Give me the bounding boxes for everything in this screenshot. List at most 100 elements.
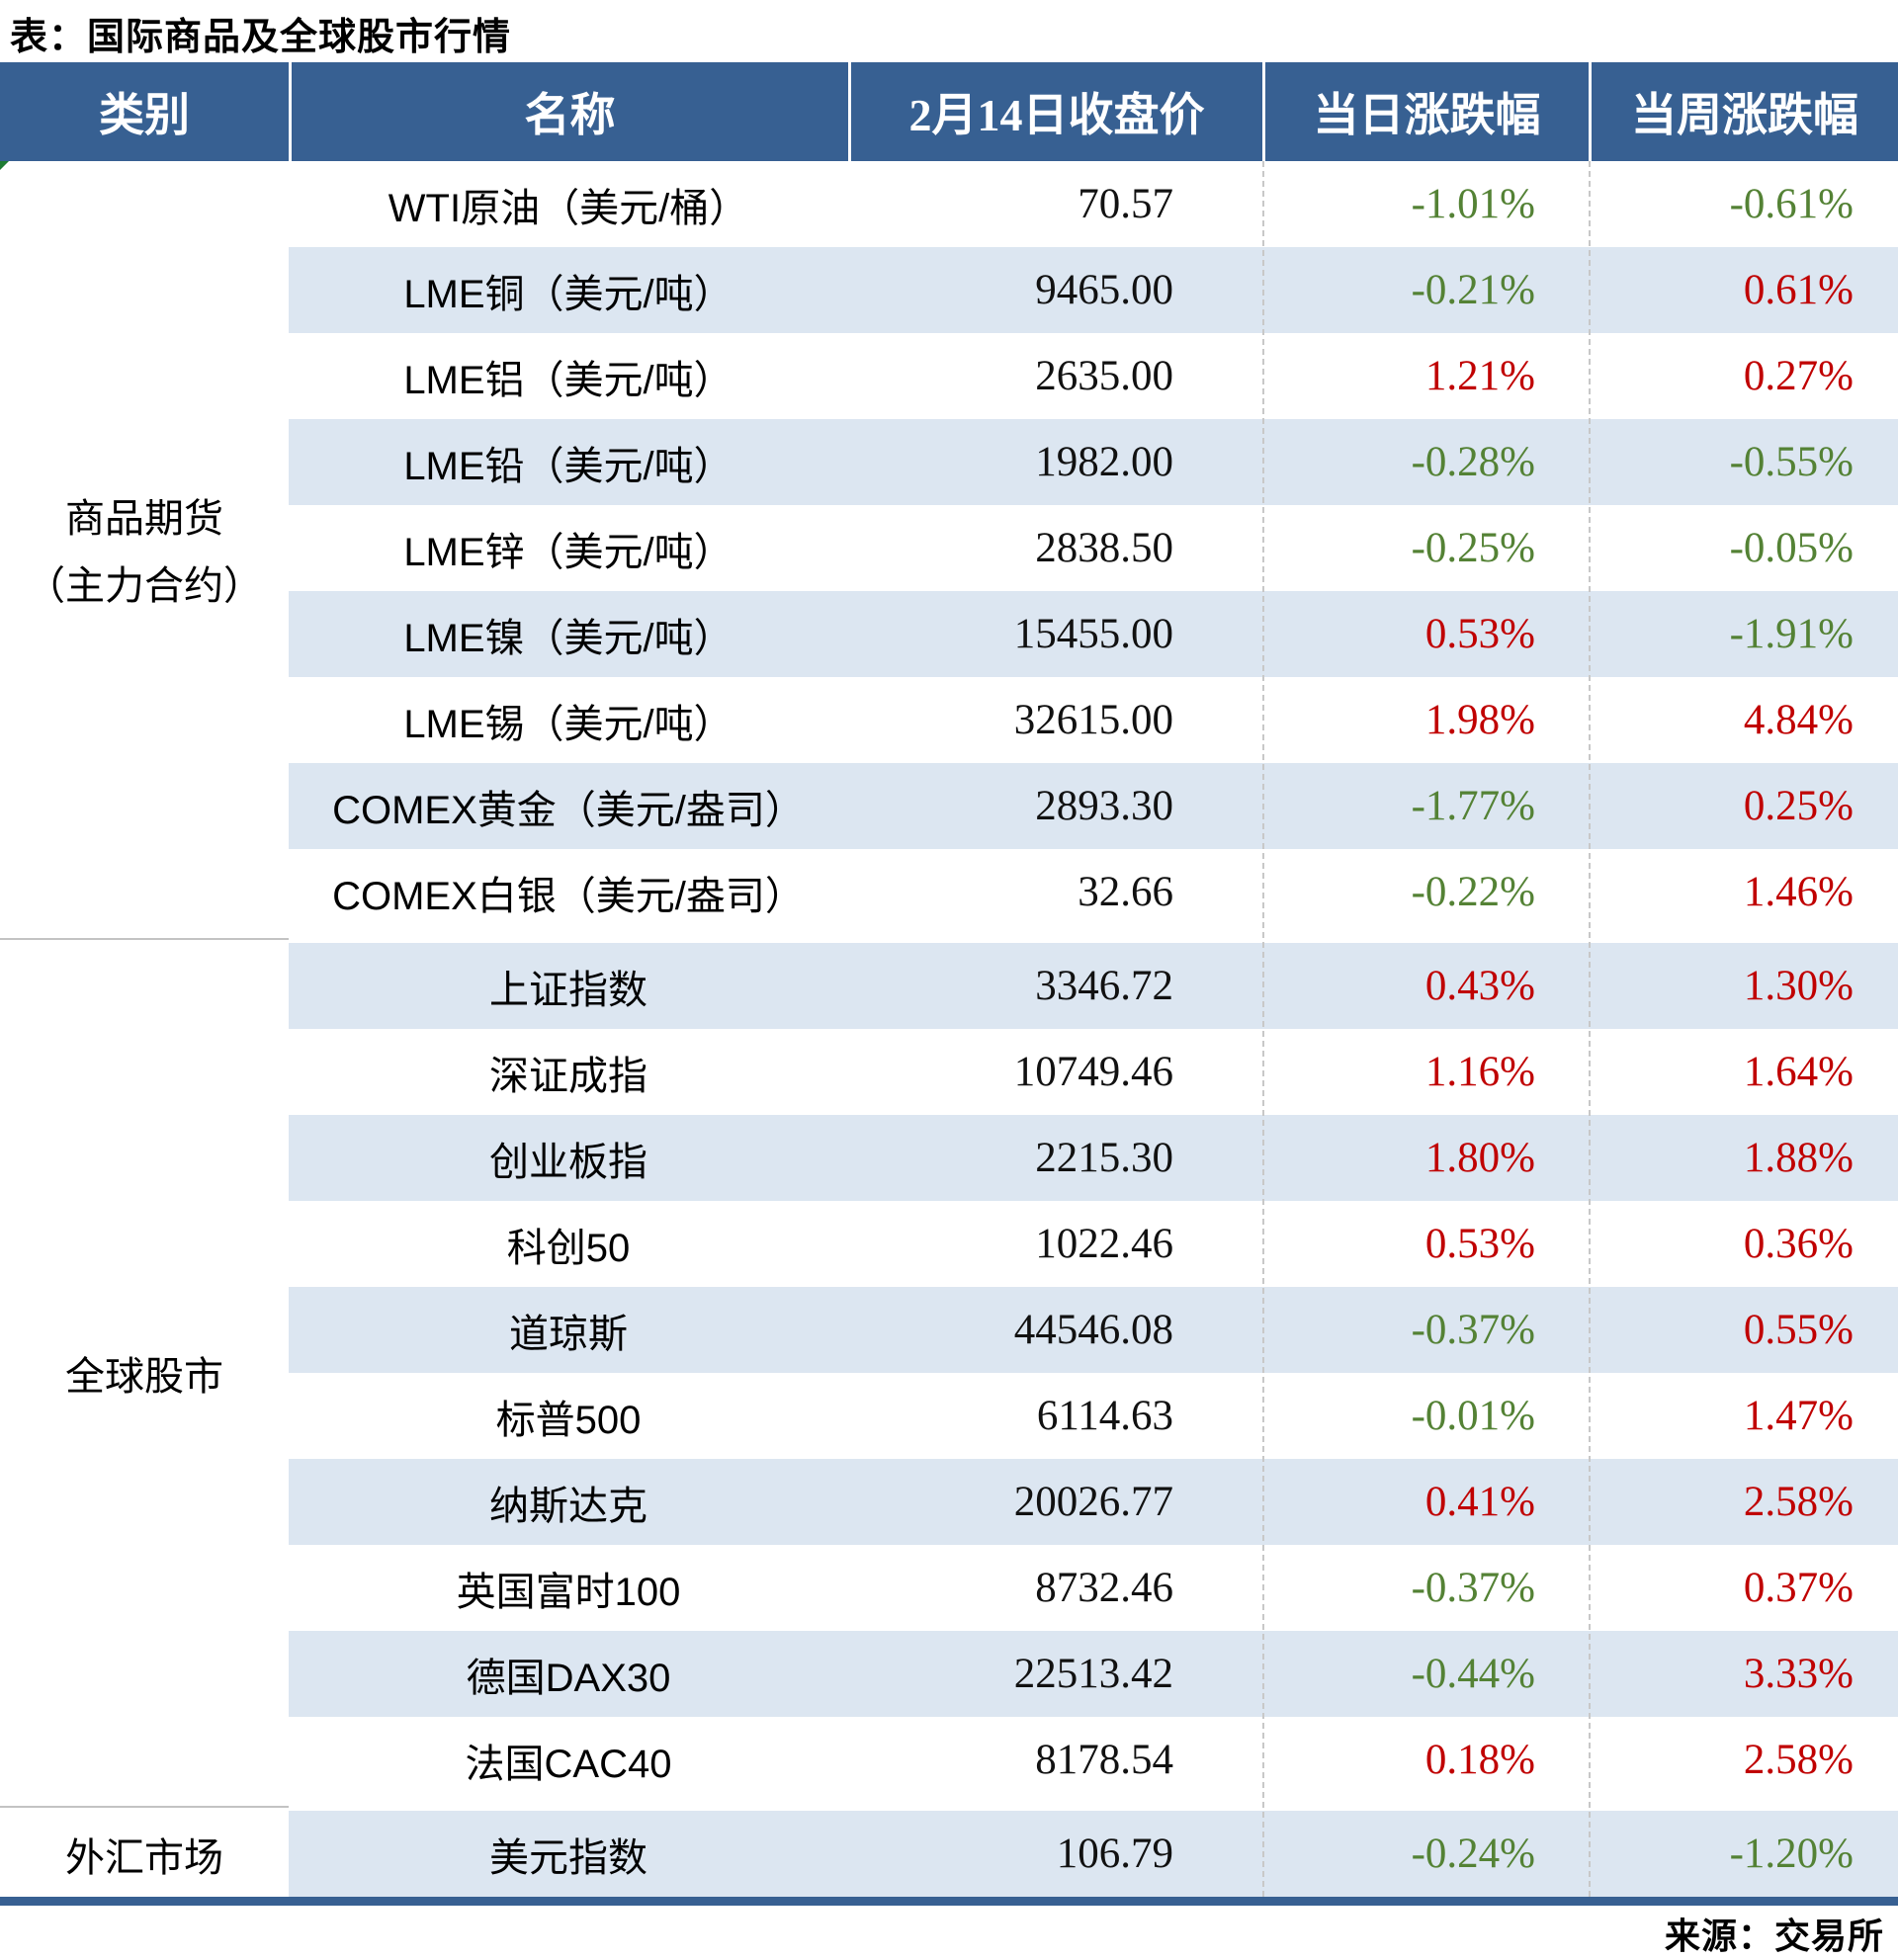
name-cell: 科创50 xyxy=(506,1226,631,1270)
table-row: WTI原油（美元/桶） 70.57 -1.01% -0.61% xyxy=(289,161,1898,247)
name-cell: LME铜（美元/吨） xyxy=(403,272,733,316)
name-cell: 道琼斯 xyxy=(509,1312,628,1356)
table-row: 深证成指 10749.46 1.16% 1.64% xyxy=(289,1029,1898,1115)
daily-change-cell: 0.53% xyxy=(1424,1221,1535,1267)
weekly-change-cell: 0.27% xyxy=(1743,353,1854,399)
category-cell: 外汇市场 xyxy=(0,1811,289,1897)
close-price-cell: 3346.72 xyxy=(1035,963,1173,1009)
daily-change-cell: 1.16% xyxy=(1424,1049,1535,1095)
section-gap xyxy=(0,1803,1898,1811)
close-price-cell: 2215.30 xyxy=(1035,1135,1173,1181)
header-daily-change: 当日涨跌幅 xyxy=(1262,62,1589,161)
name-cell: LME铝（美元/吨） xyxy=(403,358,733,402)
weekly-change-cell: 4.84% xyxy=(1743,697,1854,743)
close-price-cell: 15455.00 xyxy=(1013,611,1173,657)
daily-change-cell: 0.18% xyxy=(1424,1737,1535,1783)
header-weekly-change: 当周涨跌幅 xyxy=(1589,62,1898,161)
section-divider-line xyxy=(0,1806,289,1808)
header-category: 类别 xyxy=(0,62,289,161)
close-price-cell: 106.79 xyxy=(1056,1831,1173,1877)
name-cell: LME锡（美元/吨） xyxy=(403,702,733,746)
table-section: 外汇市场 美元指数 106.79 -0.24% -1.20% xyxy=(0,1811,1898,1897)
category-cell: 全球股市 xyxy=(0,943,289,1803)
name-cell: COMEX黄金（美元/盎司） xyxy=(332,788,805,832)
close-price-cell: 44546.08 xyxy=(1013,1307,1173,1353)
close-price-cell: 70.57 xyxy=(1078,181,1173,227)
name-cell: 深证成指 xyxy=(489,1054,647,1098)
table-row: COMEX白银（美元/盎司） 32.66 -0.22% 1.46% xyxy=(289,849,1898,935)
name-cell: 纳斯达克 xyxy=(489,1484,647,1528)
name-cell: 上证指数 xyxy=(489,968,647,1012)
daily-change-cell: 0.41% xyxy=(1424,1479,1535,1525)
weekly-change-cell: 0.36% xyxy=(1743,1221,1854,1267)
daily-change-cell: -0.28% xyxy=(1411,439,1535,485)
daily-change-cell: -0.22% xyxy=(1411,869,1535,915)
table-section: 全球股市 上证指数 3346.72 0.43% 1.30% 深证成指 10749.46 1.1… xyxy=(0,943,1898,1803)
table-row: 德国DAX30 22513.42 -0.44% 3.33% xyxy=(289,1631,1898,1717)
daily-change-cell: -0.01% xyxy=(1411,1393,1535,1439)
weekly-change-cell: 2.58% xyxy=(1743,1737,1854,1783)
category-label: 商品期货 xyxy=(65,496,223,541)
table-body: 商品期货 （主力合约） WTI原油（美元/桶） 70.57 -1.01% -0.61% LM… xyxy=(0,161,1898,1897)
category-label: （主力合约） xyxy=(26,563,263,608)
daily-change-cell: 0.53% xyxy=(1424,611,1535,657)
name-cell: WTI原油（美元/桶） xyxy=(388,186,749,230)
header-name: 名称 xyxy=(289,62,848,161)
section-divider-line xyxy=(0,938,289,940)
table-row: LME锡（美元/吨） 32615.00 1.98% 4.84% xyxy=(289,677,1898,763)
weekly-change-cell: 2.58% xyxy=(1743,1479,1854,1525)
daily-change-cell: -0.21% xyxy=(1411,267,1535,313)
table-row: LME铅（美元/吨） 1982.00 -0.28% -0.55% xyxy=(289,419,1898,505)
name-cell: 创业板指 xyxy=(489,1140,647,1184)
weekly-change-cell: -0.05% xyxy=(1729,525,1854,571)
daily-change-cell: 1.21% xyxy=(1424,353,1535,399)
table-row: LME镍（美元/吨） 15455.00 0.53% -1.91% xyxy=(289,591,1898,677)
daily-change-cell: 0.43% xyxy=(1424,963,1535,1009)
daily-change-cell: -0.44% xyxy=(1411,1651,1535,1697)
table-section: 商品期货 （主力合约） WTI原油（美元/桶） 70.57 -1.01% -0.61% LM… xyxy=(0,161,1898,935)
name-cell: LME铅（美元/吨） xyxy=(403,444,733,488)
table-row: 科创50 1022.46 0.53% 0.36% xyxy=(289,1201,1898,1287)
table-row: COMEX黄金（美元/盎司） 2893.30 -1.77% 0.25% xyxy=(289,763,1898,849)
table-row: 法国CAC40 8178.54 0.18% 2.58% xyxy=(289,1717,1898,1803)
weekly-change-cell: 0.25% xyxy=(1743,783,1854,829)
section-rows: 上证指数 3346.72 0.43% 1.30% 深证成指 10749.46 1.16% 1.… xyxy=(289,943,1898,1803)
close-price-cell: 6114.63 xyxy=(1036,1393,1173,1439)
source-note: 来源：交易所 xyxy=(1664,1916,1884,1956)
table-row: LME锌（美元/吨） 2838.50 -0.25% -0.05% xyxy=(289,505,1898,591)
close-price-cell: 32.66 xyxy=(1078,869,1173,915)
name-cell: LME镍（美元/吨） xyxy=(403,616,733,660)
weekly-change-cell: 0.61% xyxy=(1743,267,1854,313)
daily-change-cell: 1.98% xyxy=(1424,697,1535,743)
table-row: 道琼斯 44546.08 -0.37% 0.55% xyxy=(289,1287,1898,1373)
close-price-cell: 22513.42 xyxy=(1013,1651,1173,1697)
close-price-cell: 8732.46 xyxy=(1035,1565,1173,1611)
close-price-cell: 20026.77 xyxy=(1013,1479,1173,1525)
weekly-change-cell: 1.30% xyxy=(1743,963,1854,1009)
category-cell: 商品期货 （主力合约） xyxy=(0,161,289,935)
close-price-cell: 8178.54 xyxy=(1035,1737,1173,1783)
close-price-cell: 9465.00 xyxy=(1035,267,1173,313)
header-close-price: 2月14日收盘价 xyxy=(848,62,1262,161)
name-cell: 标普500 xyxy=(495,1398,642,1442)
excel-corner-marker xyxy=(0,161,9,170)
close-price-cell: 1982.00 xyxy=(1035,439,1173,485)
name-cell: 美元指数 xyxy=(489,1835,647,1880)
weekly-change-cell: 0.55% xyxy=(1743,1307,1854,1353)
weekly-change-cell: -0.61% xyxy=(1729,181,1854,227)
daily-change-cell: -1.01% xyxy=(1411,181,1535,227)
name-cell: 法国CAC40 xyxy=(465,1742,672,1786)
section-rows: WTI原油（美元/桶） 70.57 -1.01% -0.61% LME铜（美元/吨） 94… xyxy=(289,161,1898,935)
category-label: 全球股市 xyxy=(65,1355,223,1399)
table-row: 美元指数 106.79 -0.24% -1.20% xyxy=(289,1811,1898,1897)
table-row: 英国富时100 8732.46 -0.37% 0.37% xyxy=(289,1545,1898,1631)
weekly-change-cell: -1.20% xyxy=(1729,1831,1854,1877)
market-table: 类别 名称 2月14日收盘价 当日涨跌幅 当周涨跌幅 商品期货 （主力合约） WTI… xyxy=(0,62,1898,1906)
weekly-change-cell: -1.91% xyxy=(1729,611,1854,657)
name-cell: COMEX白银（美元/盎司） xyxy=(332,874,805,918)
table-row: 创业板指 2215.30 1.80% 1.88% xyxy=(289,1115,1898,1201)
weekly-change-cell: 0.37% xyxy=(1743,1565,1854,1611)
name-cell: 德国DAX30 xyxy=(466,1656,671,1700)
table-bottom-border xyxy=(0,1897,1898,1906)
